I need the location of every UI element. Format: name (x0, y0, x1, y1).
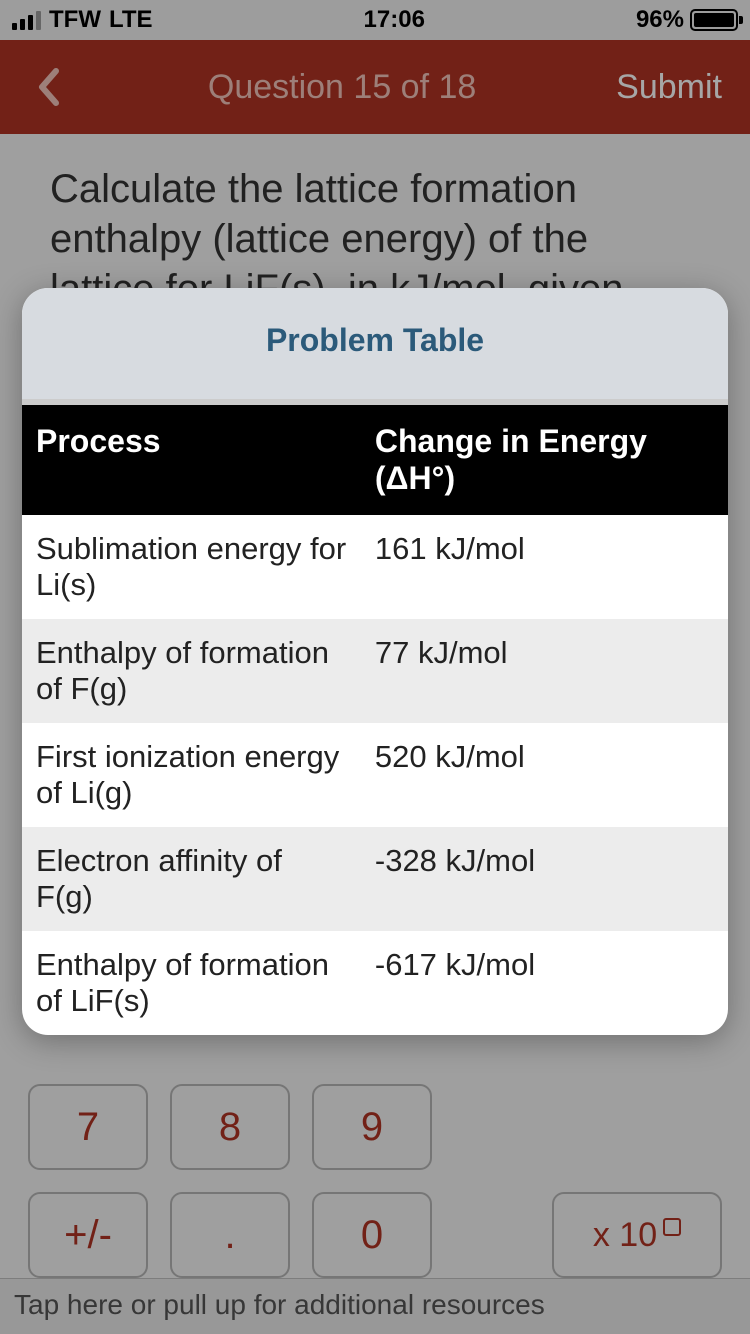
signal-icon (12, 10, 41, 30)
cell-process: Electron affinity of F(g) (22, 827, 361, 931)
cell-value: -328 kJ/mol (361, 827, 728, 931)
clock: 17:06 (364, 6, 425, 34)
cell-value: 520 kJ/mol (361, 723, 728, 827)
key-exponent[interactable]: x 10 (552, 1192, 722, 1278)
cell-process: Enthalpy of formation of LiF(s) (22, 931, 361, 1035)
problem-table-modal[interactable]: Problem Table Process Change in Energy (… (22, 288, 728, 1035)
cell-value: 161 kJ/mol (361, 515, 728, 619)
back-button[interactable] (28, 57, 68, 117)
key-exponent-label: x 10 (593, 1216, 657, 1255)
status-left: TFW LTE (12, 6, 153, 34)
battery-icon (690, 9, 738, 31)
status-bar: TFW LTE 17:06 96% (0, 0, 750, 40)
question-text: Calculate the lattice formation enthalpy… (0, 134, 750, 314)
cell-process: First ionization energy of Li(g) (22, 723, 361, 827)
cell-value: -617 kJ/mol (361, 931, 728, 1035)
status-right: 96% (636, 6, 738, 34)
chevron-left-icon (36, 67, 60, 107)
table-row: First ionization energy of Li(g) 520 kJ/… (22, 723, 728, 827)
nav-bar: Question 15 of 18 Submit (0, 40, 750, 134)
key-decimal[interactable]: . (170, 1192, 290, 1278)
table-row: Electron affinity of F(g) -328 kJ/mol (22, 827, 728, 931)
key-0[interactable]: 0 (312, 1192, 432, 1278)
exponent-box-icon (663, 1218, 681, 1236)
table-row: Sublimation energy for Li(s) 161 kJ/mol (22, 515, 728, 619)
key-9[interactable]: 9 (312, 1084, 432, 1170)
network-label: LTE (109, 6, 153, 34)
keypad: 4 5 6 7 8 9 +/- . 0 x 10 (0, 1032, 750, 1278)
submit-button[interactable]: Submit (616, 68, 722, 107)
cell-value: 77 kJ/mol (361, 619, 728, 723)
table-row: Enthalpy of formation of LiF(s) -617 kJ/… (22, 931, 728, 1035)
table-header: Process Change in Energy (ΔH°) (22, 399, 728, 515)
column-energy: Change in Energy (ΔH°) (361, 405, 728, 515)
battery-pct: 96% (636, 6, 684, 34)
key-8[interactable]: 8 (170, 1084, 290, 1170)
cell-process: Sublimation energy for Li(s) (22, 515, 361, 619)
modal-title: Problem Table (22, 288, 728, 399)
page-title: Question 15 of 18 (208, 68, 476, 107)
key-7[interactable]: 7 (28, 1084, 148, 1170)
table-row: Enthalpy of formation of F(g) 77 kJ/mol (22, 619, 728, 723)
key-sign[interactable]: +/- (28, 1192, 148, 1278)
footer-hint[interactable]: Tap here or pull up for additional resou… (0, 1278, 750, 1334)
column-process: Process (22, 405, 361, 515)
carrier-label: TFW (49, 6, 101, 34)
cell-process: Enthalpy of formation of F(g) (22, 619, 361, 723)
